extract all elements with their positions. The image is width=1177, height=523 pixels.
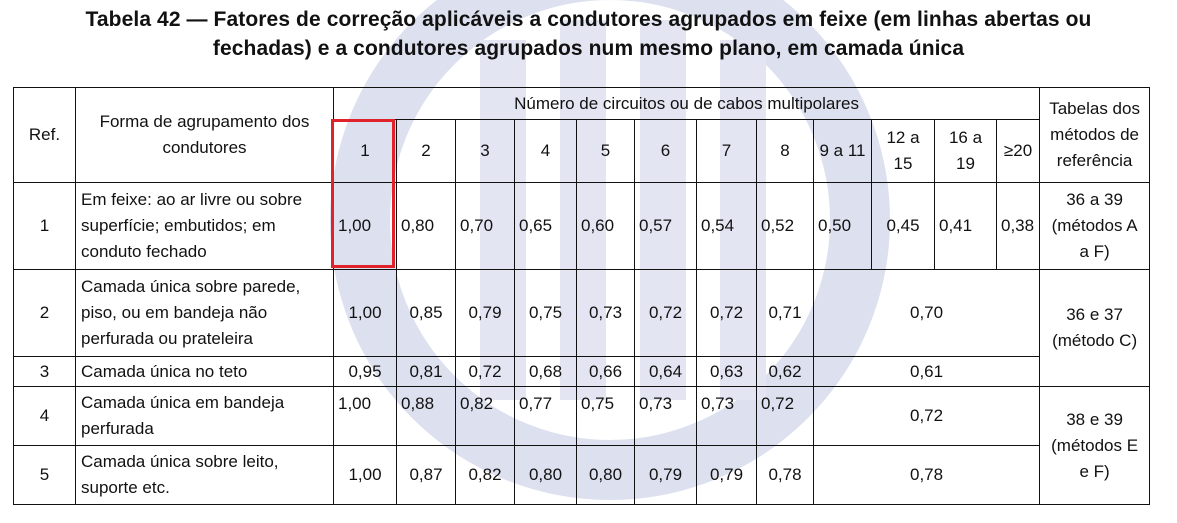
row-value: 0,52 (756, 182, 814, 270)
row-value: 0,73 (634, 386, 697, 446)
row-value: 0,82 (455, 386, 515, 446)
row-value: 1,00 (333, 445, 397, 505)
row-value: 0,60 (576, 182, 635, 270)
row-value: 0,80 (396, 182, 456, 270)
header-tabelas: Tabelas dos métodos de referência (1039, 87, 1151, 183)
table-title: Tabela 42 — Fatores de correção aplicáve… (0, 5, 1177, 63)
row-ref: 5 (13, 445, 76, 505)
row-merged-value: 0,72 (812, 386, 1041, 446)
header-count: ≥20 (995, 119, 1041, 183)
row-value: 0,70 (455, 182, 515, 270)
row-value: 0,80 (514, 445, 577, 505)
header-count: 12 a 15 (871, 119, 935, 183)
row-forma: Camada única no teto (75, 356, 334, 387)
row-value: 0,72 (455, 356, 515, 387)
row-merged-value: 0,61 (812, 356, 1041, 387)
row-value: 0,66 (576, 356, 635, 387)
correction-factors-table: Ref. Forma de agrupamento dos condutores… (13, 87, 1151, 505)
row-value: 0,78 (756, 445, 814, 505)
header-count: 2 (396, 119, 456, 183)
header-row-1: Ref. Forma de agrupamento dos condutores… (13, 87, 1151, 183)
row-value: 0,79 (696, 445, 757, 505)
row-value: 0,77 (514, 386, 577, 446)
row-value: 0,88 (396, 386, 456, 446)
row-merged-value: 0,70 (812, 269, 1041, 357)
row-value: 0,45 (871, 182, 935, 270)
row-value: 0,54 (696, 182, 757, 270)
row-forma: Camada única sobre parede, piso, ou em b… (75, 269, 334, 357)
header-count: 7 (696, 119, 757, 183)
header-count: 6 (634, 119, 697, 183)
row-value: 0,85 (396, 269, 456, 357)
row-value: 0,72 (634, 269, 697, 357)
table-row: 4 Camada única em bandeja perfurada 1,00… (13, 386, 1151, 505)
row-value: 0,41 (934, 182, 997, 270)
row-forma: Em feixe: ao ar livre ou sobre superfíci… (75, 182, 334, 270)
row-forma: Camada única sobre leito, suporte etc. (75, 445, 334, 505)
row-value: 0,95 (333, 356, 397, 387)
row-value: 0,65 (514, 182, 577, 270)
header-forma: Forma de agrupamento dos condutores (75, 87, 334, 183)
row-value: 0,80 (576, 445, 635, 505)
row-value: 0,79 (455, 269, 515, 357)
row-value: 0,64 (634, 356, 697, 387)
header-count: 5 (576, 119, 635, 183)
header-count: 8 (756, 119, 814, 183)
table-row: 5 Camada única sobre leito, suporte etc.… (13, 445, 1150, 505)
row-value: 0,68 (514, 356, 577, 387)
table-row: 1 Em feixe: ao ar livre ou sobre superfí… (13, 182, 1151, 270)
row-value: 0,73 (576, 269, 635, 357)
header-ref: Ref. (13, 87, 76, 183)
row-ref: 2 (13, 269, 76, 357)
row-value: 0,50 (813, 182, 872, 270)
row-value: 0,72 (696, 269, 757, 357)
row-value: 0,38 (995, 182, 1041, 270)
row-value: 0,87 (396, 445, 456, 505)
header-count: 16 a 19 (934, 119, 997, 183)
table-row: 2 Camada única sobre parede, piso, ou em… (13, 269, 1151, 387)
row-value: 0,72 (756, 386, 814, 446)
row-value: 0,71 (756, 269, 814, 357)
row-forma: Camada única em bandeja perfurada (75, 386, 334, 446)
highlight-box (331, 119, 395, 268)
table-row: 3 Camada única no teto 0,95 0,81 0,72 0,… (13, 356, 1150, 387)
row-value: 0,73 (696, 386, 757, 446)
row-value: 1,00 (333, 269, 397, 357)
header-count: 4 (514, 119, 577, 183)
header-count: 9 a 11 (813, 119, 872, 183)
row-value: 0,57 (634, 182, 697, 270)
title-line-2: fechadas) e a condutores agrupados num m… (212, 37, 965, 60)
row-tabelas: 38 e 39 (métodos E e F) (1039, 386, 1151, 505)
row-ref: 4 (13, 386, 76, 446)
row-ref: 1 (13, 182, 76, 270)
row-ref: 3 (13, 356, 76, 387)
row-value: 0,82 (455, 445, 515, 505)
row-value: 0,79 (634, 445, 697, 505)
title-line-1: Tabela 42 — Fatores de correção aplicáve… (85, 8, 1092, 31)
row-value: 0,75 (514, 269, 577, 357)
header-numero: Número de circuitos ou de cabos multipol… (332, 87, 1041, 120)
header-count: 3 (455, 119, 515, 183)
row-value: 0,63 (696, 356, 757, 387)
row-value: 1,00 (333, 386, 397, 446)
row-tabelas: 36 e 37 (método C) (1039, 269, 1151, 387)
row-value: 0,81 (396, 356, 456, 387)
row-merged-value: 0,78 (812, 445, 1041, 505)
row-value: 0,62 (756, 356, 814, 387)
row-tabelas: 36 a 39 (métodos A a F) (1039, 182, 1151, 270)
row-value: 0,75 (576, 386, 635, 446)
